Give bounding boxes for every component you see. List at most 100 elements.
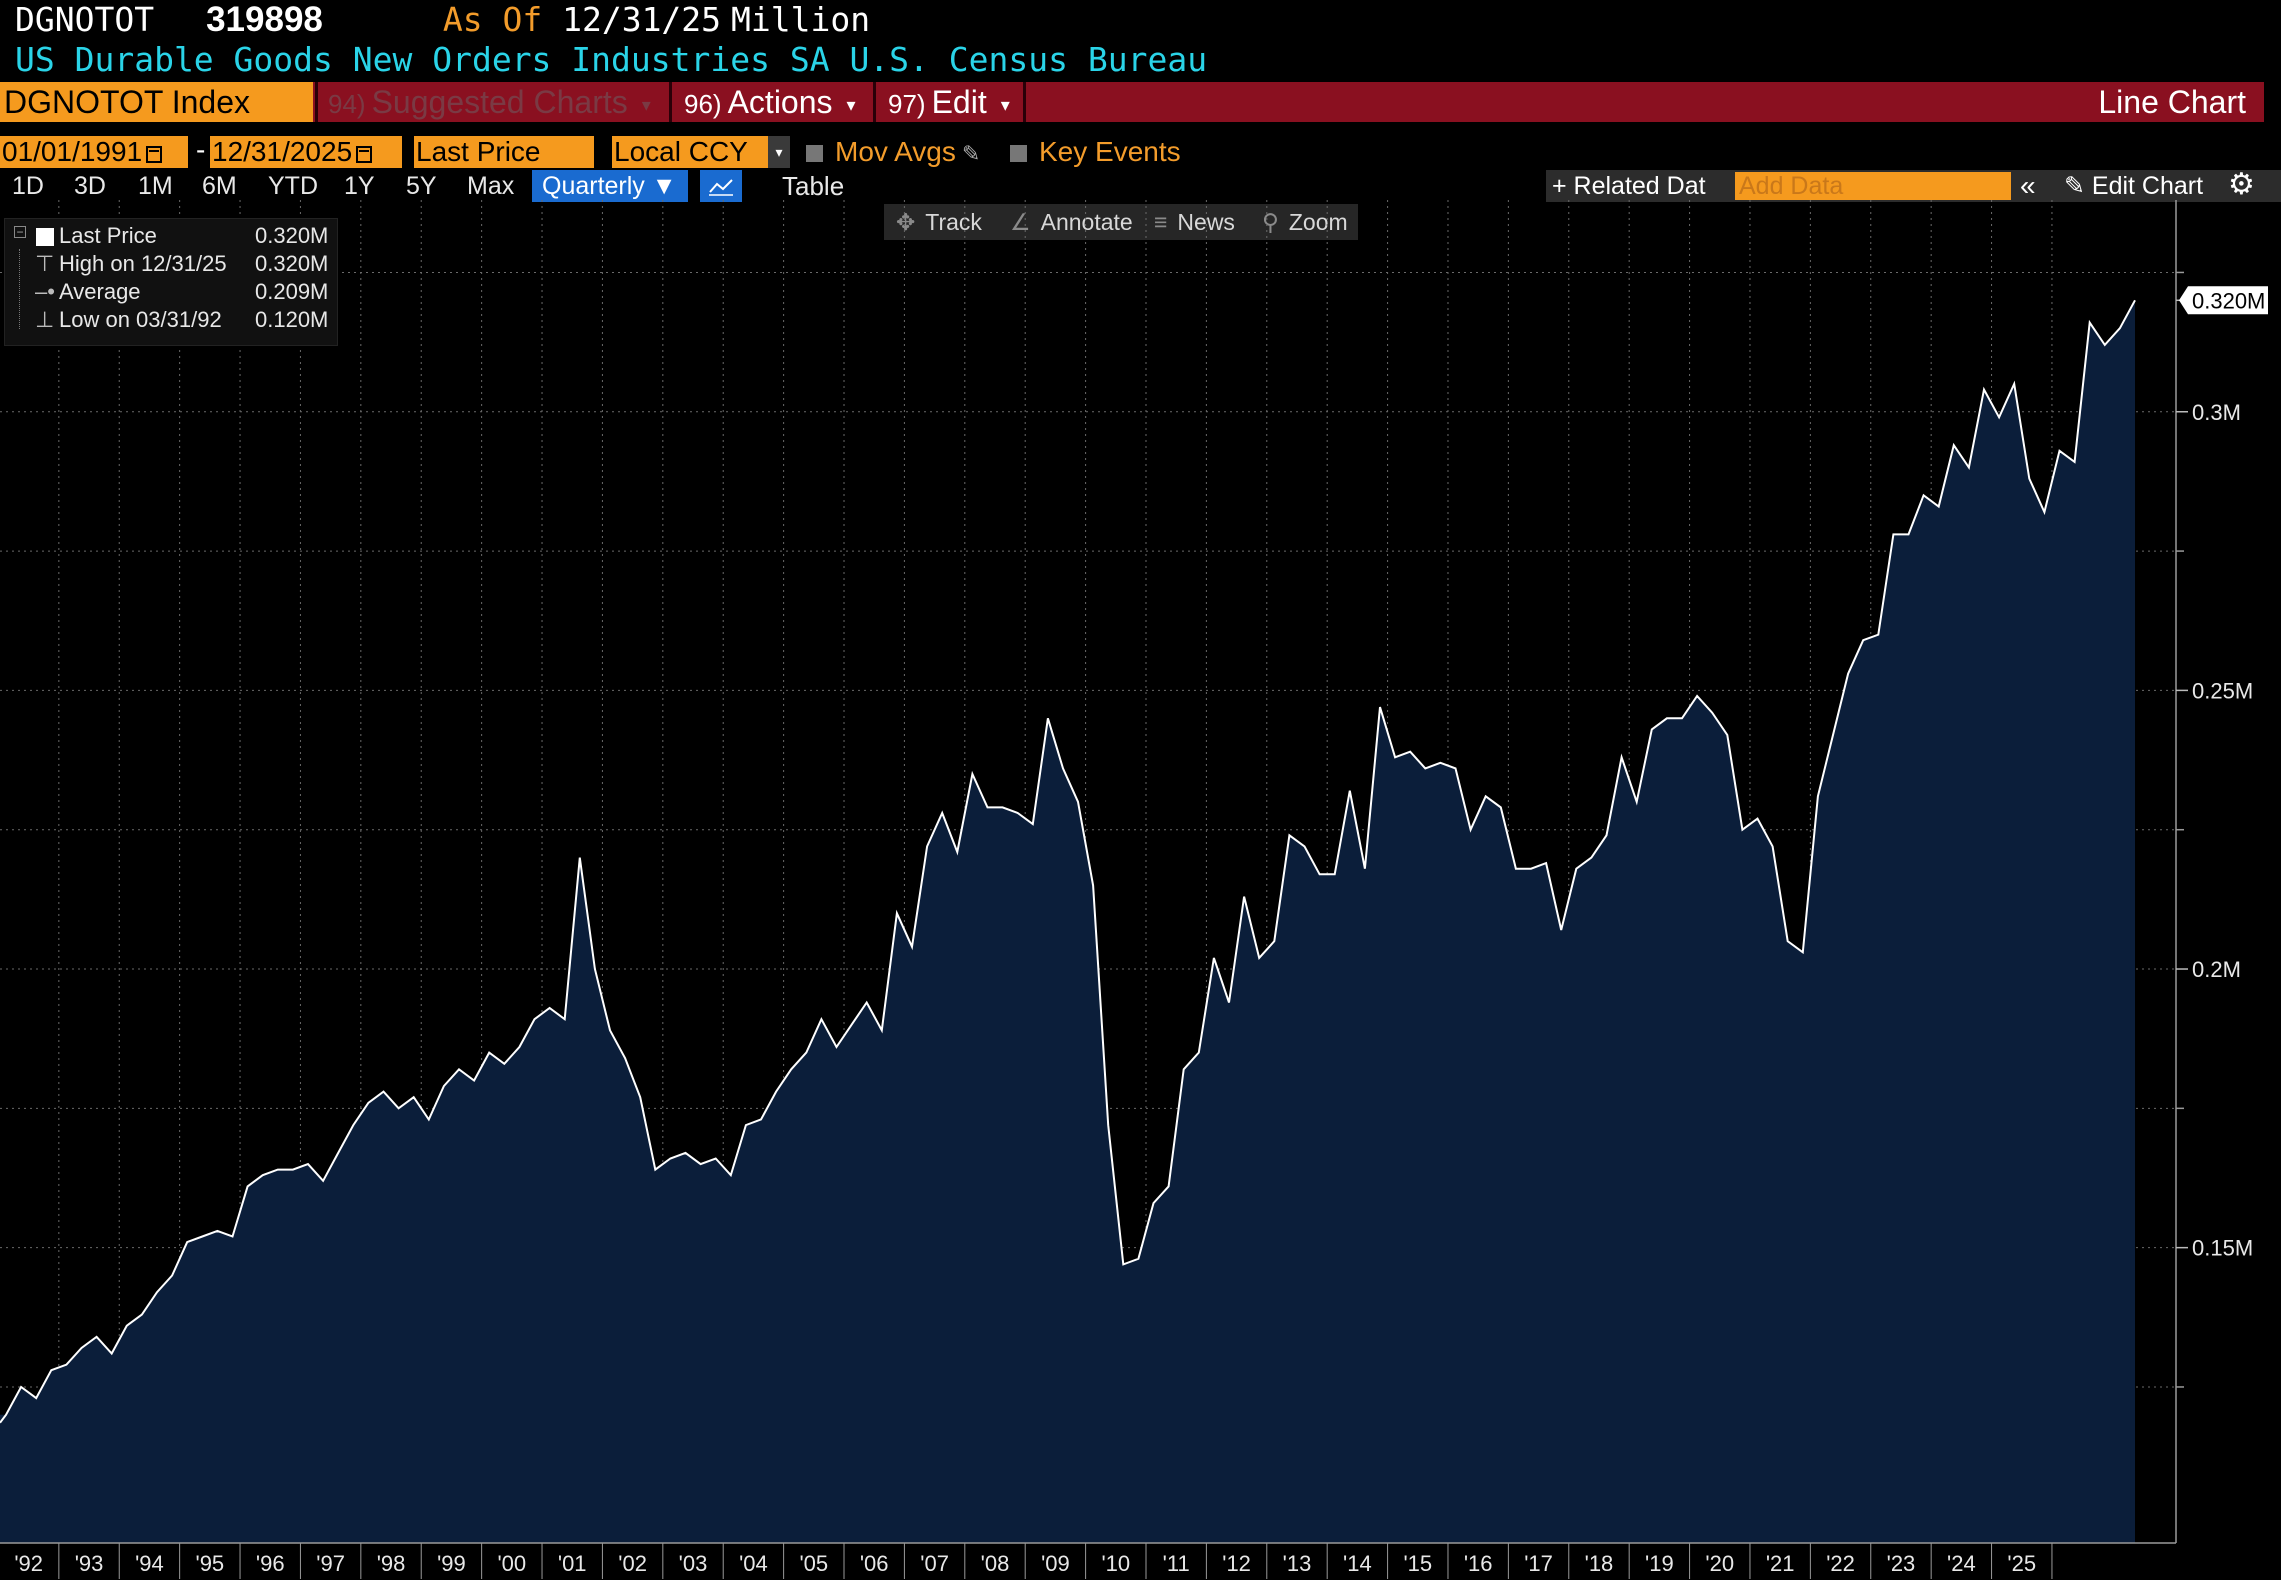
x-tick-label: '08 — [981, 1551, 1010, 1576]
range-1d[interactable]: 1D — [12, 172, 44, 200]
series-area — [0, 299, 2136, 1543]
magnifier-icon: ⚲ — [1262, 209, 1279, 235]
unit-label: Million — [731, 0, 871, 39]
x-tick-label: '03 — [679, 1551, 708, 1576]
collapse-icon[interactable]: « — [2020, 170, 2036, 201]
gear-icon[interactable]: ⚙ — [2228, 168, 2255, 201]
edit-menu[interactable]: 97) Edit ▾ — [888, 82, 1010, 122]
pencil-icon[interactable]: ✎ — [961, 141, 981, 166]
x-tick-label: '14 — [1343, 1551, 1372, 1576]
y-tick-label: 0.15M — [2192, 1236, 2253, 1261]
checkbox-icon[interactable] — [1010, 145, 1027, 162]
x-tick-label: '95 — [196, 1551, 225, 1576]
legend-value: 0.209M — [255, 279, 329, 304]
range-ytd[interactable]: YTD — [268, 172, 318, 200]
range-3d[interactable]: 3D — [74, 172, 106, 200]
legend-label: Average — [59, 279, 141, 304]
dropdown-caret-icon: ▾ — [1000, 94, 1010, 115]
last-value-label: 0.320M — [2192, 288, 2265, 313]
x-tick-label: '02 — [618, 1551, 647, 1576]
price-field-select[interactable]: Last Price — [414, 136, 594, 168]
line-chart-icon — [709, 179, 733, 196]
chart-tools-bar — [884, 204, 1358, 240]
x-tick-label: '09 — [1041, 1551, 1070, 1576]
legend-tree-line — [19, 249, 21, 329]
average-marker-icon: –• — [35, 279, 55, 304]
checkbox-icon[interactable] — [806, 145, 823, 162]
x-tick-label: '24 — [1947, 1551, 1976, 1576]
x-tick-label: '06 — [860, 1551, 889, 1576]
legend-value: 0.320M — [255, 251, 329, 276]
key-events-label: Key Events — [1039, 136, 1181, 167]
x-tick-label: '94 — [135, 1551, 164, 1576]
chart-legend[interactable]: − Last Price 0.320M ⊤ High on 12/31/25 0… — [4, 218, 338, 346]
last-value-tag — [2179, 286, 2268, 315]
table-button[interactable]: Table — [782, 171, 845, 201]
y-tick-label: 0.3M — [2192, 400, 2241, 425]
legend-average: –• Average 0.209M — [5, 278, 337, 306]
actions-menu[interactable]: 96) Actions ▾ — [684, 82, 856, 122]
line-chart-type-button[interactable] — [700, 170, 742, 202]
x-tick-label: '93 — [75, 1551, 104, 1576]
x-tick-label: '98 — [377, 1551, 406, 1576]
x-tick-label: '18 — [1585, 1551, 1614, 1576]
dropdown-caret-icon: ▾ — [846, 94, 856, 115]
add-data-input[interactable]: Add Data — [1735, 172, 2011, 200]
collapse-legend-icon[interactable]: − — [14, 226, 26, 238]
range-max[interactable]: Max — [467, 172, 515, 200]
menu-number: 96) — [684, 89, 722, 119]
x-tick-label: '12 — [1222, 1551, 1251, 1576]
legend-label: Last Price — [59, 223, 157, 248]
x-tick-label: '22 — [1826, 1551, 1855, 1576]
x-tick-label: '00 — [497, 1551, 526, 1576]
legend-value: 0.320M — [255, 223, 329, 248]
x-tick-label: '11 — [1163, 1551, 1190, 1576]
menu-number: 97) — [888, 89, 926, 119]
track-tool[interactable]: ✥ Track — [896, 204, 982, 240]
pencil-icon: ✎ — [2064, 172, 2085, 200]
track-label: Track — [925, 209, 982, 235]
menu-label: Suggested Charts — [371, 84, 628, 120]
axes: 0.15M 0.2M 0.25M 0.3M 0.320M '92 '93 '94 '95 '96 '… — [0, 200, 2268, 1579]
edit-chart-button[interactable]: ✎ Edit Chart — [2064, 170, 2203, 202]
series-fill — [0, 300, 2135, 1543]
range-1y[interactable]: 1Y — [344, 172, 375, 200]
start-date-field[interactable]: 01/01/1991 — [0, 136, 188, 168]
end-date-field[interactable]: 12/31/2025 — [210, 136, 402, 168]
range-5y[interactable]: 5Y — [406, 172, 437, 200]
legend-value: 0.120M — [255, 307, 329, 332]
annotate-tool[interactable]: ∠ Annotate — [1010, 204, 1133, 240]
security-description: US Durable Goods New Orders Industries S… — [15, 40, 1208, 79]
x-tick-label: '20 — [1705, 1551, 1734, 1576]
edit-chart-label: Edit Chart — [2091, 172, 2204, 200]
suggested-charts-menu[interactable]: 94) Suggested Charts ▾ — [328, 82, 651, 122]
x-tick-label: '07 — [920, 1551, 949, 1576]
dropdown-caret-icon: ▾ — [641, 94, 651, 115]
zoom-tool[interactable]: ⚲ Zoom — [1262, 204, 1348, 240]
x-tick-label: '19 — [1645, 1551, 1674, 1576]
key-events-toggle[interactable]: Key Events — [1010, 136, 1181, 168]
frequency-value: Quarterly — [542, 172, 645, 200]
x-tick-label: '01 — [558, 1551, 587, 1576]
x-tick-label: '13 — [1283, 1551, 1312, 1576]
start-date-value: 01/01/1991 — [2, 136, 143, 167]
series-swatch-icon — [36, 228, 54, 246]
y-tick-label: 0.2M — [2192, 957, 2241, 982]
as-of-label: As Of — [442, 0, 543, 39]
range-6m[interactable]: 6M — [202, 172, 237, 200]
mov-avgs-label: Mov Avgs — [835, 136, 956, 167]
currency-select[interactable]: Local CCY — [612, 136, 768, 168]
mov-avgs-toggle[interactable]: Mov Avgs ✎ — [806, 136, 980, 168]
security-field[interactable]: DGNOTOT Index — [0, 82, 313, 122]
calendar-icon[interactable] — [146, 146, 163, 163]
legend-low: ⊥ Low on 03/31/92 0.120M — [5, 306, 337, 334]
x-tick-label: '25 — [2007, 1551, 2036, 1576]
menu-bar — [0, 82, 2264, 122]
dropdown-caret-icon: ▼ — [651, 172, 677, 200]
calendar-icon[interactable] — [356, 146, 373, 163]
related-data-button[interactable]: + Related Dat — [1552, 172, 1706, 200]
dropdown-arrow-icon[interactable]: ▾ — [768, 136, 790, 168]
range-1m[interactable]: 1M — [138, 172, 173, 200]
price-chart[interactable]: 0.15M 0.2M 0.25M 0.3M 0.320M '92 '93 '94 '95 '96 '… — [0, 200, 2281, 1580]
frequency-select[interactable]: Quarterly ▼ — [532, 170, 688, 202]
